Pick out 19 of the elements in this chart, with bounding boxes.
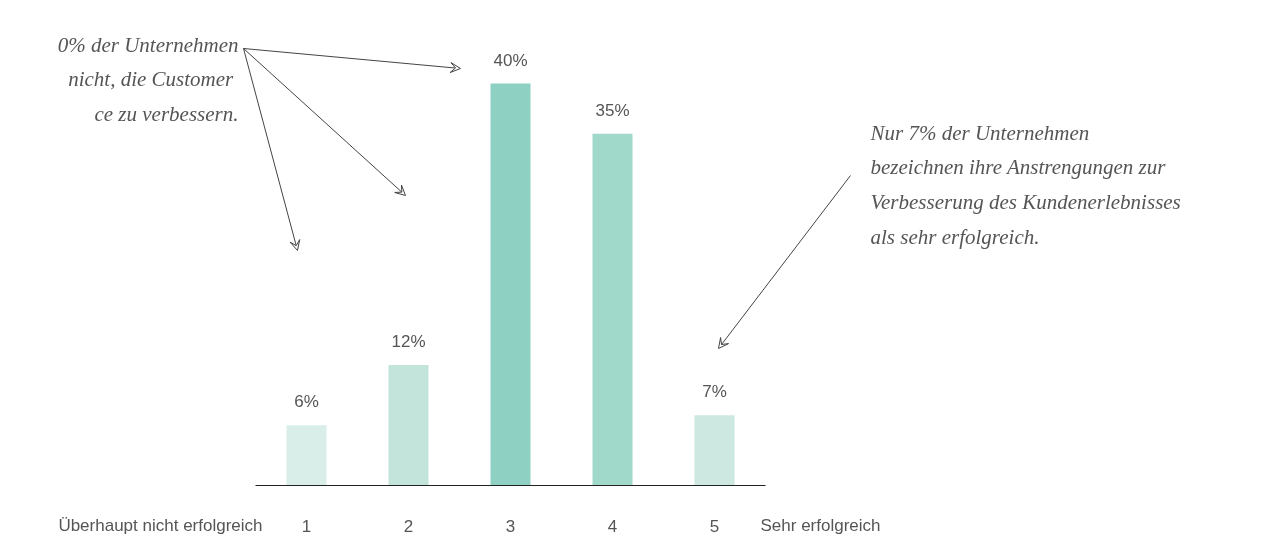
- bar: [286, 425, 327, 486]
- x-tick-label: 5: [709, 516, 720, 536]
- bar: [592, 133, 633, 486]
- bar: [388, 364, 429, 486]
- data-label: 7%: [702, 382, 727, 402]
- data-label: 40%: [493, 50, 528, 70]
- text: Nur 7% der Unternehmen bezeichnen ihre Anstrengungen zur Verbesserung des Kundenerlebnisses als sehr erfolgreich.: [869, 120, 1181, 249]
- x-tick-label: 3: [505, 516, 516, 536]
- text: 0% der Unternehmen nicht, die Customer ce zu verbessern.: [57, 32, 239, 127]
- data-label: 6%: [294, 392, 319, 412]
- data-label: 35%: [595, 100, 630, 120]
- data-label: 12%: [391, 331, 426, 351]
- text: Sehr erfolgreich: [760, 516, 881, 535]
- x-tick-label: 2: [403, 516, 414, 536]
- text: Überhaupt nicht erfolgreich: [58, 516, 263, 535]
- x-tick-label: 1: [301, 516, 312, 536]
- bar: [490, 83, 531, 486]
- x-tick-label: 4: [607, 516, 618, 536]
- bar: [694, 415, 735, 486]
